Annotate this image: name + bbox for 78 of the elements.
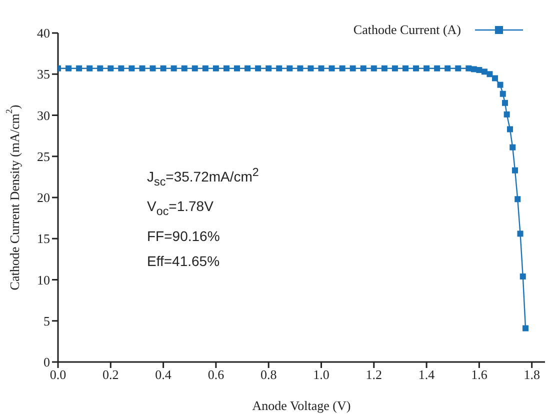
point — [339, 65, 346, 72]
x-tick-label: 1.8 — [524, 367, 540, 382]
point — [402, 65, 408, 72]
point — [517, 230, 524, 237]
y-tick-label: 40 — [37, 26, 50, 41]
point — [244, 65, 251, 72]
point — [500, 90, 506, 97]
x-tick-label: 1.4 — [418, 367, 436, 382]
point — [139, 65, 146, 72]
annotation: V$_{oc}$=1.78V — [147, 197, 214, 220]
point — [160, 65, 166, 72]
point — [413, 65, 420, 72]
point — [497, 82, 504, 88]
point — [481, 68, 488, 75]
annotation: J$_{sc}$=35.72mA/cm$^{2}$ — [147, 165, 259, 190]
point — [512, 167, 518, 174]
legend-label: Cathode Current (A) — [353, 22, 461, 38]
point — [486, 71, 493, 78]
y-tick-label: 0 — [44, 354, 50, 370]
point — [181, 65, 188, 72]
point — [510, 144, 516, 150]
point — [328, 65, 335, 72]
y-tick-label: 25 — [37, 148, 50, 164]
x-tick-label: 0.2 — [102, 367, 119, 382]
point — [455, 65, 462, 72]
point — [360, 65, 366, 72]
point — [255, 65, 262, 72]
point — [223, 65, 230, 72]
y-tick-label: 20 — [37, 190, 50, 206]
x-tick-label: 1.2 — [366, 367, 382, 382]
y-tick-label: 15 — [37, 231, 50, 246]
point — [514, 196, 521, 202]
point — [424, 65, 430, 72]
y-tick-label: 5 — [44, 313, 50, 328]
annotation: Eff=41.65% — [147, 252, 221, 272]
point — [108, 65, 114, 72]
point — [520, 273, 526, 280]
point — [212, 65, 219, 72]
point — [392, 65, 398, 72]
point — [286, 65, 293, 72]
point — [370, 65, 377, 72]
point — [170, 65, 177, 72]
x-tick-label: 0.8 — [260, 367, 277, 382]
point — [350, 65, 356, 72]
x-tick-label: 1.0 — [313, 367, 330, 382]
point — [522, 325, 529, 332]
y-tick-label: 30 — [37, 108, 50, 123]
y-tick-label: 10 — [37, 272, 50, 288]
point — [97, 65, 104, 72]
point — [118, 65, 124, 72]
point — [192, 65, 198, 72]
point — [297, 65, 304, 72]
point — [308, 65, 314, 72]
x-tick-label: 1.6 — [471, 367, 488, 382]
point — [466, 65, 472, 72]
point — [492, 75, 498, 82]
point — [266, 65, 272, 72]
point — [504, 111, 510, 118]
x-tick-label: 0.0 — [50, 367, 66, 382]
point — [434, 65, 440, 72]
point — [506, 126, 513, 132]
point — [318, 65, 324, 72]
point — [276, 65, 282, 72]
annotation: FF=90.16% — [147, 227, 221, 246]
point — [66, 65, 72, 72]
point — [76, 65, 82, 72]
point — [86, 65, 93, 72]
point — [444, 65, 451, 72]
point — [381, 65, 388, 72]
x-tick-label: 0.4 — [155, 367, 172, 382]
y-tick-label: 35 — [37, 66, 50, 82]
point — [502, 100, 508, 106]
x-tick-label: 0.6 — [208, 367, 225, 382]
x-axis-title: Anode Voltage (V) — [252, 398, 351, 413]
point — [202, 65, 208, 72]
point — [150, 65, 156, 72]
point — [128, 65, 135, 72]
point — [234, 65, 240, 72]
